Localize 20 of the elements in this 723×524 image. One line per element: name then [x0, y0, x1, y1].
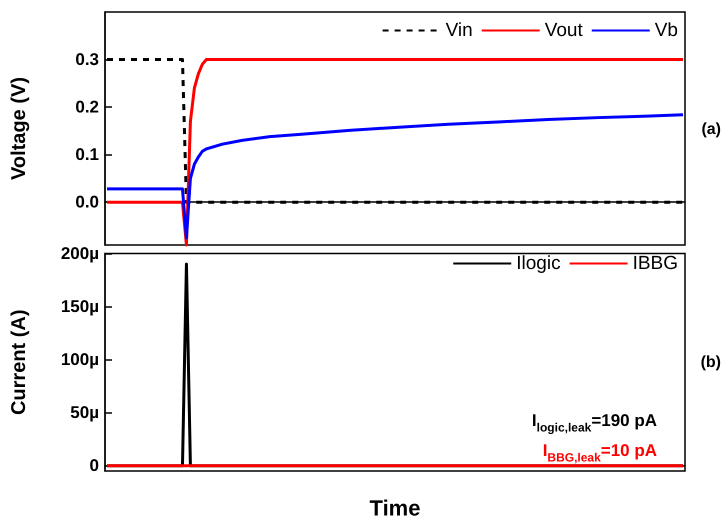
y-tick-label: 0.3	[75, 50, 99, 70]
y-tick-label: 0.0	[75, 192, 99, 212]
legend-label: IBBG	[632, 253, 678, 274]
legend-label: Vout	[544, 20, 584, 41]
y-axis-title: Current (A)	[8, 309, 30, 416]
y-tick-label: 0	[90, 456, 99, 476]
y-tick-label: 150µ	[60, 297, 99, 316]
text: (b)	[700, 354, 722, 372]
y-tick-label: 100µ	[60, 350, 99, 370]
y-tick-label: 0.2	[75, 98, 99, 117]
line-series	[105, 113, 685, 240]
y-axis-title: Voltage (V)	[8, 77, 30, 180]
legend-label: Ilogic	[516, 253, 561, 274]
text: (a)	[701, 121, 722, 138]
legend-label: Vb	[654, 20, 678, 41]
legend-label: Vin	[446, 20, 473, 41]
y-tick-label: 50µ	[70, 403, 99, 422]
x-axis-title: Time	[370, 496, 420, 520]
y-tick-label: 0.1	[75, 145, 99, 164]
y-tick-label: 200µ	[60, 244, 99, 263]
